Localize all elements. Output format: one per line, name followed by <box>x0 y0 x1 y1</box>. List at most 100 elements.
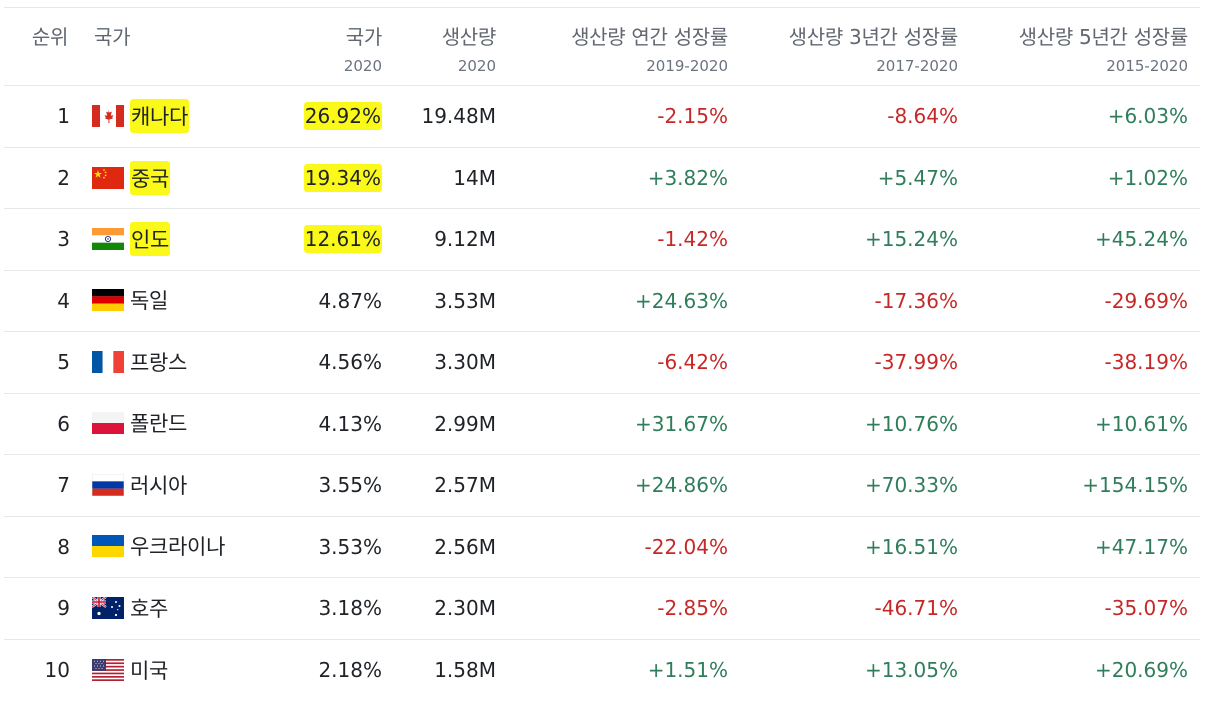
growth-1y-cell: -2.85% <box>508 577 740 640</box>
column-header-label: 생산량 5년간 성장률 <box>1018 25 1189 49</box>
column-header-share[interactable]: 국가 2020 <box>266 7 394 86</box>
country-cell[interactable]: 인도 <box>80 208 266 271</box>
table-row[interactable]: 4 독일 4.87% 3.53M +24.63% -17.36% -29.69% <box>4 270 1200 332</box>
column-header-year: 2020 <box>457 57 496 75</box>
growth-1y-cell: -22.04% <box>508 516 740 578</box>
country-cell[interactable]: 우크라이나 <box>80 516 266 578</box>
table-header-row: 순위 국가 국가 2020 생산량 2020 생산량 연간 성장률 2019-2… <box>4 7 1200 86</box>
growth-5y-cell: +10.61% <box>970 393 1200 455</box>
production-table: 순위 국가 국가 2020 생산량 2020 생산량 연간 성장률 2019-2… <box>4 7 1200 701</box>
column-header-growth-1y[interactable]: 생산량 연간 성장률 2019-2020 <box>508 7 740 86</box>
growth-3y-cell: +13.05% <box>864 658 958 682</box>
growth-1y-cell: -2.15% <box>508 85 740 148</box>
share-value: 4.87% <box>318 288 382 313</box>
column-header-label: 순위 <box>31 25 69 49</box>
production-cell: 14M <box>394 147 508 209</box>
column-header-growth-3y[interactable]: 생산량 3년간 성장률 2017-2020 <box>740 7 970 86</box>
column-header-year: 2020 <box>343 57 382 75</box>
growth-1y-cell: +3.82% <box>508 147 740 209</box>
share-value: 26.92% <box>303 102 382 131</box>
growth-5y-cell: -29.69% <box>970 270 1200 332</box>
column-header-year: 2019-2020 <box>646 57 728 75</box>
table-row[interactable]: 5 프랑스 4.56% 3.30M -6.42% -37.99% -38.19% <box>4 331 1200 394</box>
table-row[interactable]: 1 캐나다 26.92% 19.48M -2.15% -8.64% +6.03% <box>4 85 1200 148</box>
column-header-growth-5y[interactable]: 생산량 5년간 성장률 2015-2020 <box>970 7 1200 86</box>
country-name[interactable]: 캐나다 <box>130 99 190 134</box>
share-value: 12.61% <box>303 225 382 254</box>
production-cell: 9.12M <box>394 208 508 271</box>
india-flag-icon <box>92 228 124 251</box>
table-row[interactable]: 8 우크라이나 3.53% 2.56M -22.04% +16.51% +47.17% <box>4 516 1200 578</box>
country-cell[interactable]: 호주 <box>80 577 266 640</box>
share-value: 3.55% <box>318 473 382 498</box>
poland-flag-icon <box>92 412 124 435</box>
share-cell: 12.61% <box>266 208 394 271</box>
share-value: 19.34% <box>303 163 382 192</box>
country-name[interactable]: 미국 <box>130 658 169 683</box>
country-cell[interactable]: 폴란드 <box>80 393 266 455</box>
country-name[interactable]: 인도 <box>130 222 171 257</box>
growth-5y-cell: +6.03% <box>970 85 1200 148</box>
growth-5y-cell: +1.02% <box>970 147 1200 209</box>
growth-5y-cell: +47.17% <box>970 516 1200 578</box>
ukraine-flag-icon <box>92 535 124 558</box>
table-row[interactable]: 9 호주 3.18% 2.30M -2.85% -46.71% -35.07% <box>4 577 1200 640</box>
growth-1y-cell: +24.63% <box>508 270 740 332</box>
column-header-year: 2015-2020 <box>1106 57 1188 75</box>
growth-3y-cell: -37.99% <box>740 331 970 394</box>
country-name[interactable]: 호주 <box>130 596 169 621</box>
column-header-rank[interactable]: 순위 <box>4 7 80 86</box>
share-cell: 4.13% <box>266 393 394 455</box>
country-cell[interactable]: 독일 <box>80 270 266 332</box>
share-cell: 4.87% <box>266 270 394 332</box>
column-header-label: 국가 <box>345 25 383 49</box>
growth-1y-cell: +31.67% <box>508 393 740 455</box>
usa-flag-icon <box>92 658 124 681</box>
russia-flag-icon <box>92 473 124 496</box>
growth-1y-cell: -6.42% <box>508 331 740 394</box>
growth-5y-cell: -35.07% <box>970 577 1200 640</box>
table-row[interactable]: 10 미국 2.18% 1.58M +1.51% +13.05% +20.69% <box>4 639 1200 701</box>
rank-cell: 2 <box>4 147 80 209</box>
production-cell: 2.56M <box>394 516 508 578</box>
column-header-production[interactable]: 생산량 2020 <box>394 7 508 86</box>
table-body: 1 캐나다 26.92% 19.48M -2.15% -8.64% +6.03% 2 중국 19.… <box>4 85 1200 701</box>
country-name[interactable]: 중국 <box>130 160 171 195</box>
production-cell: 2.99M <box>394 393 508 455</box>
table-row[interactable]: 2 중국 19.34% 14M +3.82% +5.47% +1.02% <box>4 147 1200 209</box>
share-cell: 19.34% <box>266 147 394 209</box>
country-name[interactable]: 우크라이나 <box>130 535 226 560</box>
growth-1y-cell: +1.51% <box>647 658 728 682</box>
share-cell: 2.18% <box>266 639 394 701</box>
country-name[interactable]: 폴란드 <box>130 412 188 437</box>
australia-flag-icon <box>92 596 124 619</box>
country-cell[interactable]: 러시아 <box>80 454 266 517</box>
column-header-year: 2017-2020 <box>876 57 958 75</box>
china-flag-icon <box>92 166 124 189</box>
country-cell[interactable]: 중국 <box>80 147 266 209</box>
country-name[interactable]: 독일 <box>130 289 169 314</box>
table-row[interactable]: 6 폴란드 4.13% 2.99M +31.67% +10.76% +10.61% <box>4 393 1200 455</box>
canada-flag-icon <box>92 105 124 128</box>
share-cell: 4.56% <box>266 331 394 394</box>
share-value: 4.56% <box>318 350 382 375</box>
growth-3y-cell: +16.51% <box>740 516 970 578</box>
country-cell[interactable]: 프랑스 <box>80 331 266 394</box>
table-row[interactable]: 3 인도 12.61% 9.12M -1.42% +15.24% +45.24% <box>4 208 1200 271</box>
country-name[interactable]: 러시아 <box>130 473 188 498</box>
rank-cell: 7 <box>4 454 80 517</box>
production-cell: 3.30M <box>394 331 508 394</box>
country-name[interactable]: 프랑스 <box>130 350 188 375</box>
production-cell: 3.53M <box>394 270 508 332</box>
share-value: 3.53% <box>318 534 382 559</box>
country-cell[interactable]: 미국 <box>80 639 266 701</box>
growth-1y-cell: +24.86% <box>508 454 740 517</box>
rank-cell: 4 <box>4 270 80 332</box>
rank-cell: 5 <box>4 331 80 394</box>
growth-5y-cell: +154.15% <box>970 454 1200 517</box>
growth-3y-cell: -46.71% <box>740 577 970 640</box>
table-row[interactable]: 7 러시아 3.55% 2.57M +24.86% +70.33% +154.15% <box>4 454 1200 517</box>
growth-3y-cell: +70.33% <box>740 454 970 517</box>
column-header-country[interactable]: 국가 <box>80 7 266 86</box>
country-cell[interactable]: 캐나다 <box>80 85 266 148</box>
